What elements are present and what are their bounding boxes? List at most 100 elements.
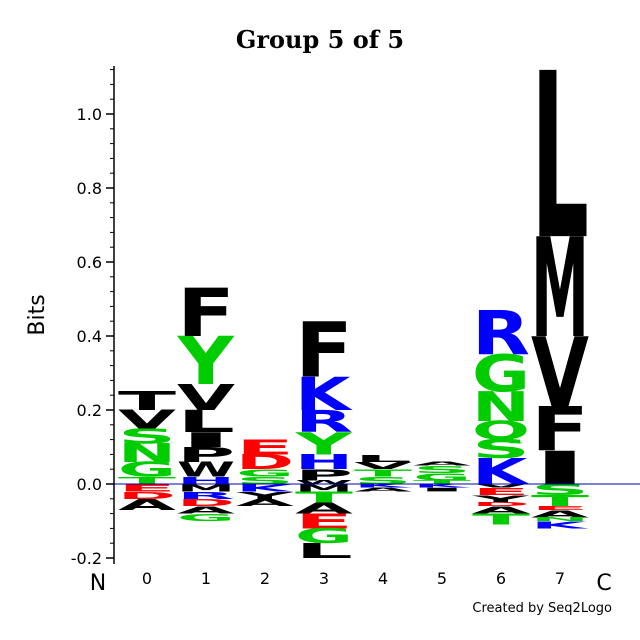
logo-letter-s: S	[236, 475, 294, 487]
y-axis-label: Bits	[25, 294, 50, 335]
logo-letter-e: E	[531, 505, 589, 511]
logo-letter-s: S	[531, 481, 589, 499]
logo-letter-t: T	[118, 387, 176, 416]
logo-letter-a: A	[236, 497, 295, 509]
logo-letter-f: F	[295, 307, 353, 396]
logo-letter-i: I	[531, 442, 589, 495]
logo-letter-l: L	[295, 539, 353, 563]
logo-letter-g: G	[118, 458, 176, 481]
logo-letter-d: D	[236, 451, 294, 475]
logo-letter-a: A	[177, 504, 236, 516]
logo-letter-y: Y	[235, 490, 294, 502]
logo-letter-i: I	[413, 487, 471, 493]
x-axis-labels: 0 1 2 3 4 5 6 7	[142, 569, 565, 588]
logo-letter-s: S	[354, 475, 412, 487]
logo-letter-a: A	[295, 500, 353, 518]
position-label: 4	[378, 569, 388, 588]
logo-letter-a: A	[354, 487, 412, 493]
logo-letter-f: F	[177, 274, 235, 351]
logo-letter-a: A	[118, 496, 176, 514]
logo-letter-g: G	[413, 471, 471, 483]
logo-letter-p: P	[295, 466, 353, 484]
logo-letter-g: G	[177, 512, 235, 524]
logo-letter-s: S	[118, 425, 176, 448]
logo-letter-m: M	[531, 208, 589, 368]
logo-letter-t: T	[413, 479, 471, 485]
y-tick-label: 0.2	[77, 401, 102, 420]
logo-letter-d: D	[177, 497, 235, 509]
logo-letter-g: G	[236, 467, 294, 479]
logo-letter-k: K	[354, 483, 412, 489]
logo-letter-s: S	[413, 464, 471, 476]
y-tick-label: -0.2	[71, 549, 102, 568]
logo-letter-e: E	[295, 510, 353, 534]
y-tick-label: 0.8	[77, 179, 102, 198]
logo-letter-v: V	[118, 405, 176, 434]
y-tick-label: 0.6	[77, 253, 102, 272]
logo-letter-n: N	[531, 516, 589, 522]
n-terminus-label: N	[90, 571, 106, 596]
logo-letter-e: E	[118, 482, 176, 494]
logo-letter-d: D	[472, 501, 530, 507]
logo-letter-w: W	[177, 458, 235, 481]
position-label: 7	[555, 569, 565, 588]
logo-letter-s: S	[472, 435, 530, 464]
credit-text: Created by Seq2Logo	[472, 601, 612, 616]
logo-letter-y: Y	[177, 323, 235, 400]
logo-letter-l: L	[354, 453, 412, 465]
logo-letter-y: Y	[294, 426, 353, 462]
logo-letter-l: L	[177, 404, 235, 439]
logo-letter-t: T	[295, 489, 353, 507]
position-label: 1	[201, 569, 211, 588]
position-label: 0	[142, 569, 152, 588]
y-tick-label: 1.0	[77, 105, 102, 124]
logo-letter-f: F	[531, 395, 589, 466]
logo-letter-k: K	[413, 483, 471, 489]
logo-letter-r: R	[177, 489, 235, 501]
logo-letter-i: I	[177, 428, 235, 452]
logo-letter-q: Q	[472, 416, 530, 446]
logo-letter-t: T	[354, 467, 412, 479]
logo-letter-h: H	[177, 475, 235, 487]
logo-letter-k: K	[472, 452, 530, 493]
logo-letter-e: E	[472, 486, 530, 498]
logo-letter-n: N	[118, 439, 176, 468]
y-tick-label: 0.0	[77, 475, 102, 494]
logo-letter-v: V	[354, 460, 413, 472]
c-terminus-label: C	[596, 571, 611, 596]
logo-letter-a: A	[472, 504, 531, 516]
logo-letter-k: K	[531, 519, 590, 531]
logo-letter-g: G	[295, 525, 353, 548]
logo-letter-p: P	[177, 443, 235, 467]
chart-title: Group 5 of 5	[236, 25, 404, 54]
position-label: 6	[496, 569, 506, 588]
logo-letter-v: V	[177, 377, 236, 418]
position-label: 2	[260, 569, 270, 588]
logo-letter-y: Y	[471, 493, 530, 505]
logo-stacks: TGNSVTEDAHWPILVYFMRDAGSGDEKYAWPHYRKFMTAE…	[118, 25, 590, 563]
logo-letter-v: V	[472, 483, 530, 489]
logo-letter-e: E	[236, 436, 294, 460]
position-label: 5	[437, 569, 447, 588]
logo-letter-w: W	[295, 479, 353, 485]
logo-letter-k: K	[236, 482, 295, 494]
logo-letter-a: A	[413, 461, 471, 467]
logo-letter-t: T	[531, 492, 589, 510]
logo-letter-d: D	[118, 489, 176, 501]
logo-letter-t: T	[472, 511, 530, 529]
logo-letter-r: R	[472, 299, 530, 370]
logo-letter-v: V	[531, 318, 589, 430]
logo-letter-a: A	[531, 508, 590, 520]
logo-letter-r: R	[295, 404, 353, 439]
logo-letter-t: T	[118, 475, 176, 487]
logo-letter-g: G	[472, 345, 530, 404]
logo-letter-k: K	[295, 368, 353, 421]
y-axis: -0.2 0.0 0.2 0.4 0.6 0.8 1.0	[71, 66, 115, 568]
logo-letter-m: M	[177, 482, 235, 494]
position-label: 3	[319, 569, 329, 588]
logo-letter-m: M	[295, 482, 353, 494]
logo-letter-h: H	[295, 451, 353, 474]
y-tick-label: 0.4	[77, 327, 102, 346]
logo-letter-l: L	[531, 25, 589, 290]
